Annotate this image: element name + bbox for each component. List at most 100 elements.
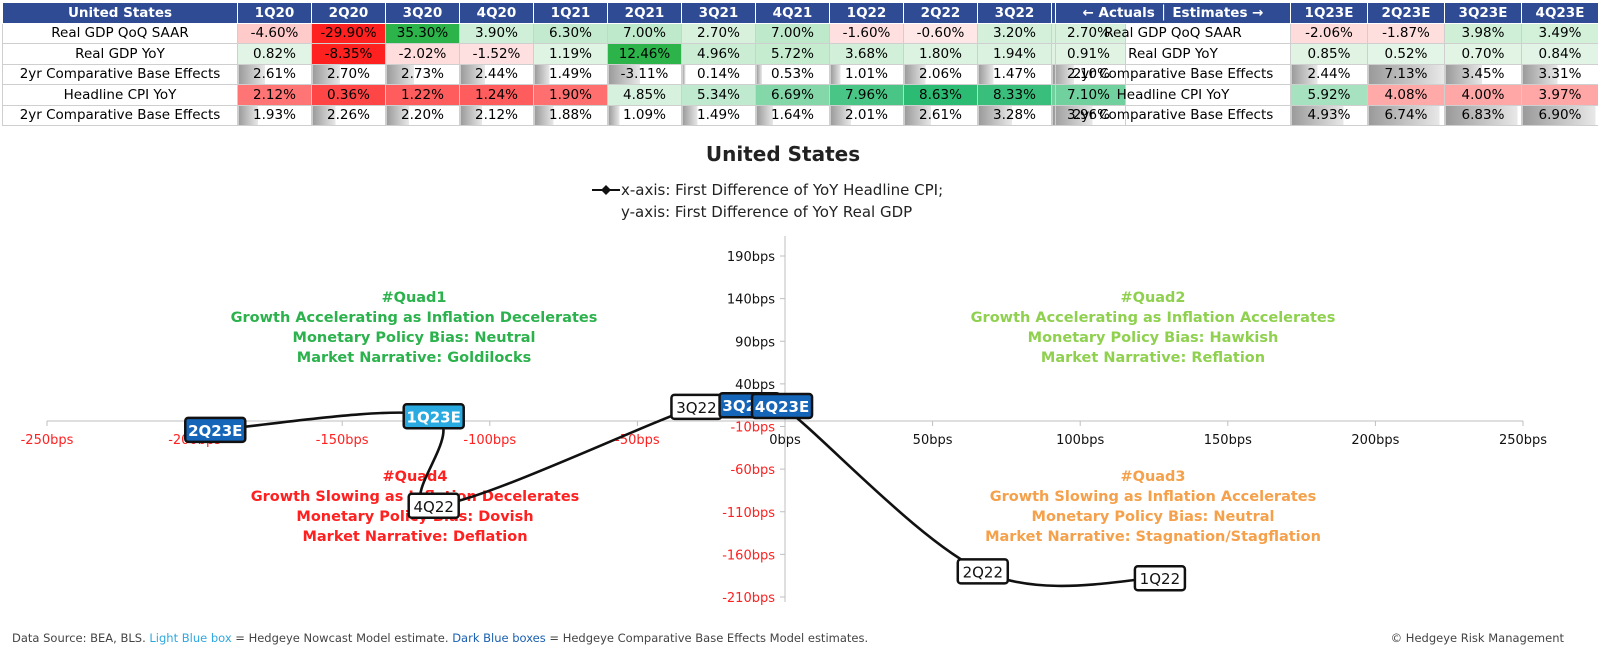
table-cell: 3.49% [1521, 22, 1598, 44]
x-tick-label: 200bps [1351, 433, 1399, 448]
table-row: Headline CPI YoY 2.12% 0.36% 1.22% 1.24% 1.90… [2, 84, 1126, 106]
y-tick-label: -160bps [722, 548, 775, 563]
point-4q22: 4Q22 [407, 492, 460, 520]
table-cell: 0.14% [681, 63, 756, 85]
point-2q23e: 2Q23E [184, 416, 247, 444]
table-cell: 1.22% [385, 84, 460, 106]
table-cell: 3.68% [829, 43, 904, 65]
y-tick-label: 190bps [727, 250, 775, 265]
table-cell: 3.20% [977, 22, 1052, 44]
table-cell: 1.80% [903, 43, 978, 65]
table-cell: 2.01% [829, 104, 904, 126]
x-tick-label: -50bps [615, 433, 660, 448]
y-tick-label: -210bps [722, 591, 775, 606]
table-cell: 5.72% [755, 43, 830, 65]
table-cell: 1.24% [459, 84, 534, 106]
table-cell: 0.52% [1367, 43, 1445, 65]
table-cell: 2.61% [903, 104, 978, 126]
point-label: 1Q23E [407, 408, 461, 426]
table-cell: 7.13% [1367, 63, 1445, 85]
legend-line-1: x-axis: First Difference of YoY Headline… [621, 181, 943, 199]
quad-chart: United States x-axis: First Difference o… [21, 142, 1548, 606]
table-cell: 1.49% [681, 104, 756, 126]
quadrant-q2-line: Market Narrative: Reflation [1041, 350, 1265, 366]
point-box [750, 392, 814, 420]
table-cell: 2.44% [1290, 63, 1368, 85]
row-label: Real GDP YoY [2, 43, 238, 65]
table-cell: 6.30% [533, 22, 608, 44]
header-4q23e: 4Q23E [1521, 2, 1598, 24]
row-label: 2yr Comparative Base Effects [2, 104, 238, 126]
table-cell: 3.31% [1521, 63, 1598, 85]
table-cell: 2.44% [459, 63, 534, 85]
x-tick-label: 250bps [1499, 433, 1547, 448]
table-cell: 5.92% [1290, 84, 1368, 106]
table-cell: 0.53% [755, 63, 830, 85]
point-box [1133, 564, 1187, 592]
quadrant-q2-line: Monetary Policy Bias: Hawkish [1028, 330, 1279, 346]
header-3q21: 3Q21 [681, 2, 756, 24]
header-4q20: 4Q20 [459, 2, 534, 24]
quadrant-q1-line: #Quad1 [381, 290, 446, 306]
quadrant-q1-line: Market Narrative: Goldilocks [297, 350, 531, 366]
table-cell: 0.85% [1290, 43, 1368, 65]
table-cell: 35.30% [385, 22, 460, 44]
point-2q22: 2Q22 [956, 558, 1010, 585]
dark-blue-label: Dark Blue boxes [452, 631, 546, 645]
table-cell: 0.84% [1521, 43, 1598, 65]
data-table-estimates: ← Actuals │ Estimates → 1Q23E 2Q23E 3Q23E 4Q… [1055, 2, 1598, 126]
table-cell: 2.12% [459, 104, 534, 126]
table-cell: 0.36% [311, 84, 386, 106]
table-row: 2yr Comparative Base Effects 4.93% 6.74% 6.… [1055, 104, 1598, 126]
table-row: 2yr Comparative Base Effects 2.61% 2.70% 2.… [2, 63, 1126, 85]
table-cell: 2.06% [903, 63, 978, 85]
table-row: Real GDP QoQ SAAR -2.06% -1.87% 3.98% 3.49% [1055, 22, 1598, 44]
header-3q20: 3Q20 [385, 2, 460, 24]
point-box [402, 403, 465, 430]
quadrant-q3-line: #Quad3 [1120, 469, 1185, 485]
row-label: Real GDP YoY [1055, 43, 1291, 65]
row-label: 2yr Comparative Base Effects [1055, 63, 1291, 85]
table-cell: 4.08% [1367, 84, 1445, 106]
table-cell: 0.70% [1444, 43, 1522, 65]
table-cell: 6.83% [1444, 104, 1522, 126]
header-2q22: 2Q22 [903, 2, 978, 24]
table-cell: 6.90% [1521, 104, 1598, 126]
x-tick-label: 150bps [1204, 433, 1252, 448]
row-label: Real GDP QoQ SAAR [1055, 22, 1291, 44]
table-cell: -1.60% [829, 22, 904, 44]
table-cell: -0.60% [903, 22, 978, 44]
table-cell: 1.49% [533, 63, 608, 85]
table-cell: 5.34% [681, 84, 756, 106]
header-3q23e: 3Q23E [1444, 2, 1522, 24]
table-cell: 4.00% [1444, 84, 1522, 106]
y-tick-label: -10bps [730, 421, 775, 436]
quadrant-q2-line: Growth Accelerating as Inflation Acceler… [971, 310, 1336, 326]
point-label: 4Q22 [413, 498, 453, 516]
table-cell: 1.93% [237, 104, 312, 126]
table-cell: -2.02% [385, 43, 460, 65]
table-row: Real GDP YoY 0.82% -8.35% -2.02% -1.52% 1.19%… [2, 43, 1126, 65]
table-cell: -1.87% [1367, 22, 1445, 44]
header-3q22: 3Q22 [977, 2, 1052, 24]
x-tick-label: 50bps [913, 433, 953, 448]
table-cell: -1.52% [459, 43, 534, 65]
table-cell: 8.63% [903, 84, 978, 106]
y-tick-label: -60bps [730, 463, 775, 478]
point-box [184, 416, 247, 444]
chart-legend: x-axis: First Difference of YoY Headline… [592, 181, 943, 221]
table-cell: 7.96% [829, 84, 904, 106]
table-header-row: United States 1Q20 2Q20 3Q20 4Q20 1Q21 2Q21 3Q2… [2, 2, 1126, 24]
row-label: 2yr Comparative Base Effects [1055, 104, 1291, 126]
table-cell: -4.60% [237, 22, 312, 44]
header-2q23e: 2Q23E [1367, 2, 1445, 24]
row-label: Real GDP QoQ SAAR [2, 22, 238, 44]
x-tick-label: -150bps [316, 433, 369, 448]
quadrant-q3-line: Monetary Policy Bias: Neutral [1032, 509, 1275, 525]
legend-marker-icon [601, 185, 611, 195]
y-tick-label: 140bps [727, 293, 775, 308]
table-cell: 1.64% [755, 104, 830, 126]
table-cell: -2.06% [1290, 22, 1368, 44]
table-cell: 1.19% [533, 43, 608, 65]
quadrant-q4-line: #Quad4 [382, 469, 447, 485]
